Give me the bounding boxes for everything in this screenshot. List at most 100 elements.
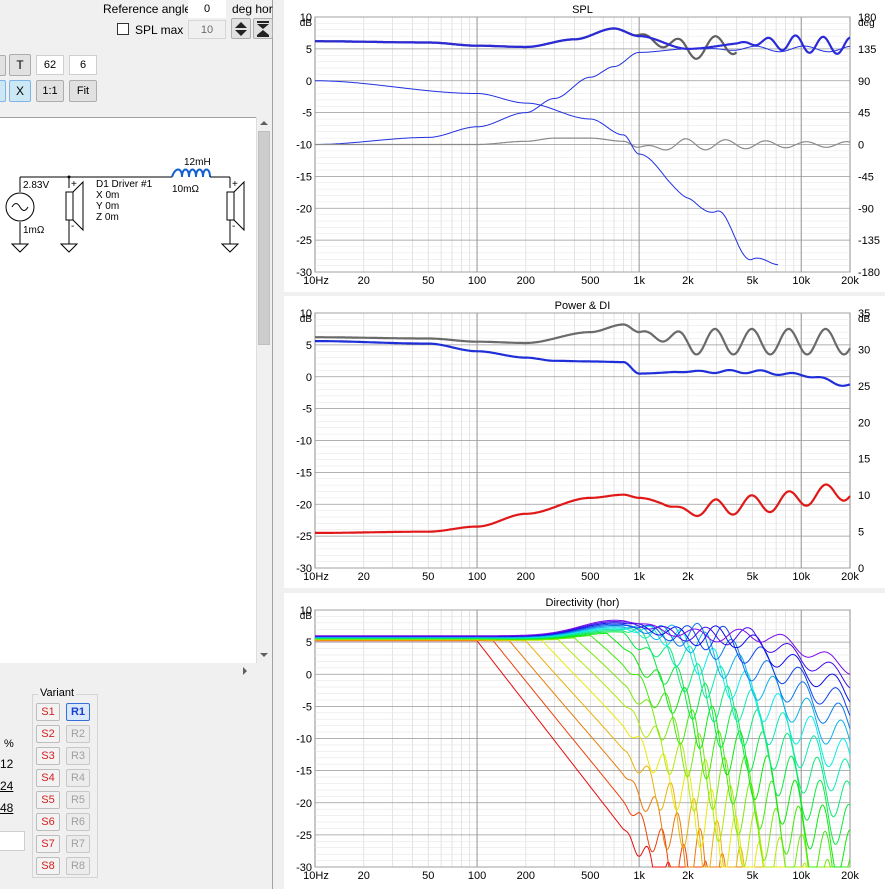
value-24-label: 24 <box>0 779 14 793</box>
driver-name-label: D1 Driver #1 <box>96 179 153 190</box>
series-power-line <box>315 340 851 387</box>
scroll-right-arrow-icon[interactable] <box>243 667 247 675</box>
y2-tick-label: 0 <box>858 140 864 152</box>
y-tick-label: -30 <box>296 563 312 575</box>
variant-s7-button[interactable]: S7 <box>36 835 60 853</box>
power-di-chart-panel: Power & DI 10 5 0 -5 -10 -15 -20 -25 -30 dB 35 30 25 2… <box>284 296 885 588</box>
spl-max-checkbox[interactable] <box>117 23 129 35</box>
schematic-hscroll[interactable] <box>0 663 271 678</box>
variant-r5-button[interactable]: R5 <box>66 791 90 809</box>
x-tick-label: 20k <box>841 870 859 882</box>
fit-button[interactable]: Fit <box>69 80 97 102</box>
svg-text:-: - <box>71 221 74 232</box>
x-tick-label: 1k <box>633 275 645 287</box>
variant-r3-button[interactable]: R3 <box>66 747 90 765</box>
x-tick-label: 1k <box>633 571 645 583</box>
driver-x-label: X 0m <box>96 190 119 201</box>
x-tick-label: 500 <box>581 870 599 882</box>
y-tick-label: 5 <box>306 44 312 56</box>
variant-s4-button[interactable]: S4 <box>36 769 60 787</box>
variant-s5-button[interactable]: S5 <box>36 791 60 809</box>
y2-tick-label: 15 <box>858 454 870 466</box>
variant-r6-button[interactable]: R6 <box>66 813 90 831</box>
value-12-label: 12 <box>0 757 14 771</box>
collapse-button[interactable] <box>253 18 273 39</box>
value2-input[interactable]: 6 <box>69 55 97 75</box>
y-tick-label: -10 <box>296 734 312 746</box>
collapse-arrow-icon <box>257 20 269 37</box>
x-tick-label: 200 <box>517 571 535 583</box>
y2-tick-label: 25 <box>858 381 870 393</box>
spin-updown-button[interactable] <box>231 18 251 39</box>
t-button[interactable]: T <box>9 54 31 76</box>
variant-s8-button[interactable]: S8 <box>36 857 60 875</box>
variant-r4-button[interactable]: R4 <box>66 769 90 787</box>
y2-tick-label: 30 <box>858 344 870 356</box>
y2-tick-label: 135 <box>858 44 876 56</box>
x-tick-label: 5k <box>747 275 759 287</box>
y-tick-label: 0 <box>306 669 312 681</box>
y2-axis-unit-label: dB <box>858 314 871 325</box>
directivity-chart-panel: Directivity (hor) 10 5 0 -5 -10 -15 -20 -25 -30 dB… <box>284 593 885 889</box>
x-tick-label: 50 <box>422 275 434 287</box>
y-tick-label: 0 <box>306 76 312 88</box>
x-tick-label: 50 <box>422 571 434 583</box>
y2-tick-label: 35 <box>858 308 870 320</box>
y-tick-label: -30 <box>296 862 312 874</box>
x-tick-label: 5k <box>747 571 759 583</box>
tool-button-partial-2[interactable] <box>0 80 6 102</box>
variant-s6-button[interactable]: S6 <box>36 813 60 831</box>
y-axis-unit-label: dB <box>300 611 313 622</box>
variant-title: Variant <box>38 687 77 699</box>
scroll-down-arrow-icon[interactable] <box>260 653 268 657</box>
reference-angle-input[interactable]: 0 <box>188 0 226 18</box>
y-tick-label: 10 <box>300 308 312 320</box>
y-tick-label: -5 <box>302 404 312 416</box>
ground-icon-3 <box>220 243 240 253</box>
variant-s2-button[interactable]: S2 <box>36 725 60 743</box>
x-tick-label: 10Hz <box>303 275 329 287</box>
series-grey-lower-line <box>315 137 851 151</box>
ground-icon-2 <box>59 243 79 253</box>
y-tick-label: -25 <box>296 531 312 543</box>
x-tick-label: 2k <box>682 870 694 882</box>
y2-tick-label: 90 <box>858 76 870 88</box>
value1-input[interactable]: 62 <box>36 55 64 75</box>
y-tick-label: -5 <box>302 701 312 713</box>
one-to-one-button[interactable]: 1:1 <box>36 80 64 102</box>
y2-tick-label: 0 <box>858 563 864 575</box>
source-resistance-label: 1mΩ <box>23 225 45 236</box>
y2-tick-label: -90 <box>858 203 874 215</box>
spl-chart-panel: SPL 10 5 0 -5 -10 -15 -20 -25 -30 dB 180 135 90 45 0 -45… <box>284 0 885 292</box>
variant-s1-button[interactable]: S1 <box>36 703 60 721</box>
svg-text:+: + <box>71 179 77 190</box>
inductor-resistance-label: 10mΩ <box>172 184 199 195</box>
schematic-vscroll[interactable] <box>256 117 272 663</box>
y-tick-label: -10 <box>296 436 312 448</box>
variant-s3-button[interactable]: S3 <box>36 747 60 765</box>
tool-button-partial[interactable] <box>0 55 6 76</box>
x-tick-label: 20 <box>358 870 370 882</box>
y-tick-label: 0 <box>306 372 312 384</box>
scroll-up-arrow-icon[interactable] <box>260 121 268 125</box>
x-tick-label: 100 <box>468 870 486 882</box>
y2-axis-unit-label: deg <box>858 18 875 29</box>
y2-tick-label: 5 <box>858 527 864 539</box>
variant-r2-button[interactable]: R2 <box>66 725 90 743</box>
y-tick-label: -20 <box>296 798 312 810</box>
variant-r7-button[interactable]: R7 <box>66 835 90 853</box>
updown-arrow-icon <box>235 21 247 36</box>
x-button[interactable]: X <box>9 80 31 102</box>
schematic-diagram: 2.83V 1mΩ + - D1 Driver #1 X 0m Y 0m Z 0… <box>5 157 245 253</box>
chart-title-0: SPL <box>572 4 593 16</box>
svg-text:-: - <box>232 221 235 232</box>
variant-r8-button[interactable]: R8 <box>66 857 90 875</box>
schematic-canvas[interactable] <box>0 117 257 665</box>
x-tick-label: 2k <box>682 275 694 287</box>
spl-max-input[interactable]: 10 <box>188 20 226 39</box>
x-tick-label: 20 <box>358 275 370 287</box>
scroll-thumb[interactable] <box>258 131 270 345</box>
bottom-left-input[interactable] <box>0 831 25 851</box>
y-tick-label: 5 <box>306 637 312 649</box>
variant-r1-button[interactable]: R1 <box>66 703 90 721</box>
